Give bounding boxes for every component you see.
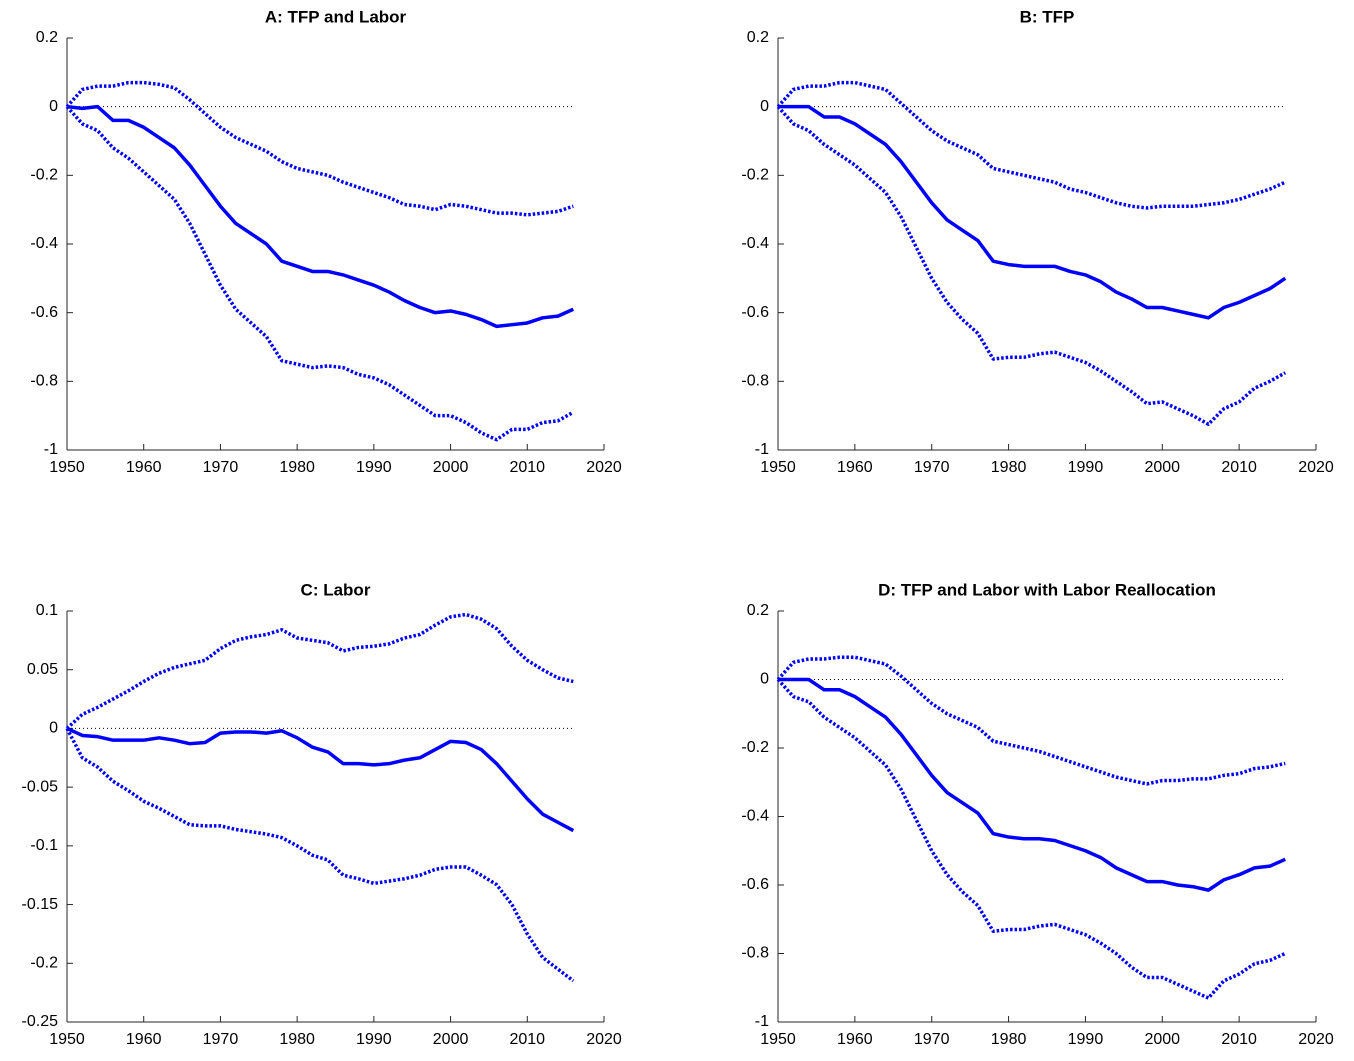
y-tick-label: 0.2	[747, 602, 769, 619]
y-tick-label: -0.6	[741, 304, 769, 321]
panel: D: TFP and Labor with Labor Reallocation…	[741, 580, 1333, 1048]
x-tick-label: 1950	[49, 459, 85, 476]
y-tick-label: 0.1	[36, 602, 58, 619]
y-tick-label: -0.1	[30, 837, 58, 854]
chart-title: C: Labor	[301, 580, 371, 599]
x-tick-label: 2010	[1221, 1031, 1257, 1048]
x-tick-label: 1990	[1068, 459, 1104, 476]
x-tick-label: 1960	[126, 1031, 162, 1048]
y-tick-label: 0.2	[36, 29, 58, 46]
x-tick-label: 2020	[1298, 459, 1334, 476]
y-tick-label: 0.2	[747, 29, 769, 46]
y-tick-label: -0.2	[30, 167, 58, 184]
x-tick-label: 1980	[991, 459, 1027, 476]
y-tick-label: -0.15	[22, 896, 59, 913]
y-tick-label: -0.25	[22, 1013, 59, 1030]
y-tick-label: -0.6	[30, 304, 58, 321]
y-tick-label: 0	[49, 98, 58, 115]
estimate-line	[778, 104, 1287, 320]
x-tick-label: 1980	[279, 1031, 315, 1048]
x-tick-label: 1970	[203, 459, 239, 476]
band-line	[776, 678, 1286, 1000]
y-tick-label: -0.4	[741, 235, 769, 252]
y-tick-label: -0.8	[30, 373, 58, 390]
band-line	[65, 612, 574, 730]
x-tick-label: 1950	[760, 459, 796, 476]
chart-title: A: TFP and Labor	[265, 7, 407, 26]
y-tick-label: -0.4	[30, 235, 58, 252]
x-tick-label: 1970	[914, 459, 950, 476]
x-tick-label: 1960	[837, 459, 873, 476]
y-tick-label: -1	[755, 1013, 769, 1030]
x-tick-label: 1990	[1068, 1031, 1104, 1048]
x-tick-label: 2010	[1221, 459, 1257, 476]
estimate-line	[778, 677, 1286, 892]
x-tick-label: 1980	[991, 1031, 1027, 1048]
y-tick-label: 0	[760, 671, 769, 688]
panel: C: Labor0.10.050-0.05-0.1-0.15-0.2-0.251…	[22, 580, 622, 1048]
y-tick-label: -1	[44, 441, 58, 458]
x-tick-label: 2020	[586, 459, 622, 476]
band-line	[65, 727, 575, 983]
x-tick-label: 2020	[1298, 1031, 1334, 1048]
y-tick-label: -1	[755, 441, 769, 458]
band-line	[65, 80, 574, 217]
x-tick-label: 1950	[760, 1031, 796, 1048]
y-tick-label: -0.4	[741, 808, 769, 825]
x-tick-label: 2010	[509, 1031, 545, 1048]
y-tick-label: -0.2	[741, 739, 769, 756]
x-tick-label: 1990	[356, 1031, 392, 1048]
y-tick-label: -0.2	[30, 955, 58, 972]
y-tick-label: -0.8	[741, 373, 769, 390]
y-tick-label: 0	[49, 720, 58, 737]
y-tick-label: -0.05	[22, 778, 59, 795]
band-line	[776, 80, 1286, 210]
x-tick-label: 2010	[509, 459, 545, 476]
y-tick-label: -0.6	[741, 876, 769, 893]
y-tick-label: -0.2	[741, 167, 769, 184]
x-tick-label: 2000	[433, 1031, 469, 1048]
band-line	[65, 105, 575, 442]
x-tick-label: 2000	[1144, 459, 1180, 476]
x-tick-label: 2020	[586, 1031, 622, 1048]
x-tick-label: 1970	[914, 1031, 950, 1048]
estimate-line	[66, 726, 575, 833]
band-line	[776, 655, 1286, 786]
x-tick-label: 1980	[279, 459, 315, 476]
band-line	[776, 105, 1287, 426]
x-tick-label: 1960	[126, 459, 162, 476]
x-tick-label: 1970	[203, 1031, 239, 1048]
y-tick-label: 0.05	[27, 661, 58, 678]
chart-title: D: TFP and Labor with Labor Reallocation	[878, 580, 1216, 599]
estimate-line	[66, 104, 575, 329]
y-tick-label: -0.8	[741, 945, 769, 962]
y-tick-label: 0	[760, 98, 769, 115]
panel: A: TFP and Labor0.20-0.2-0.4-0.6-0.8-119…	[30, 7, 621, 476]
x-tick-label: 2000	[433, 459, 469, 476]
x-tick-label: 1950	[49, 1031, 85, 1048]
x-tick-label: 1990	[356, 459, 392, 476]
chart-title: B: TFP	[1020, 7, 1075, 26]
x-tick-label: 2000	[1144, 1031, 1180, 1048]
x-tick-label: 1960	[837, 1031, 873, 1048]
